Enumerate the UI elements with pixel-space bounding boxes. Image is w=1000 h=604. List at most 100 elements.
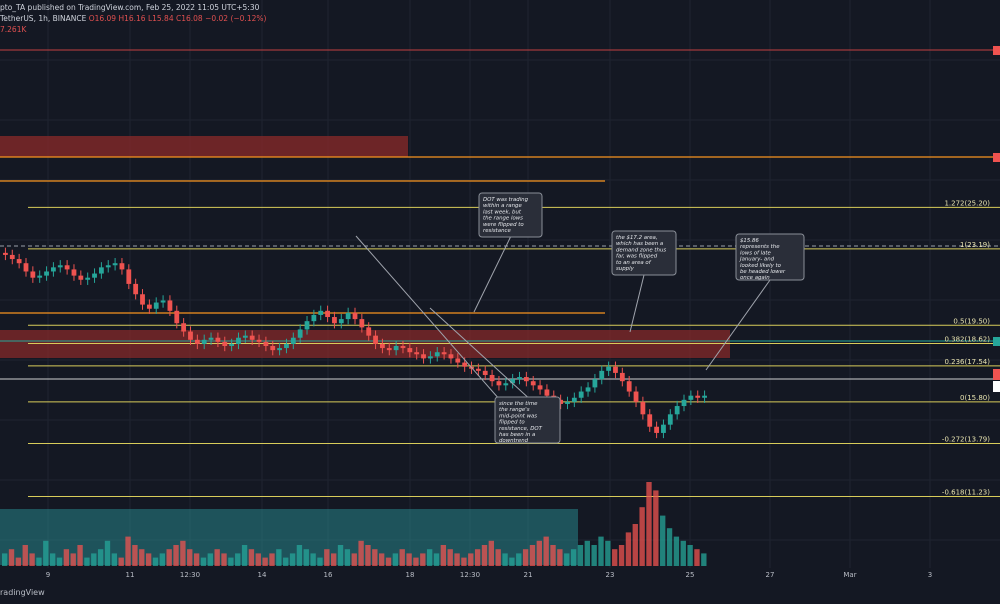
x-tick-label: 12:30 xyxy=(180,571,200,579)
symbol-line: TetherUS, 1h, BINANCE O16.09 H16.16 L15.… xyxy=(0,14,266,23)
candle-body xyxy=(249,335,255,340)
volume-bar xyxy=(577,545,584,566)
candle-body xyxy=(613,366,618,373)
volume-bar xyxy=(426,549,433,566)
candle-body xyxy=(544,389,550,396)
fib-label: 0.236(17.54) xyxy=(944,358,990,366)
candle-body xyxy=(126,269,132,284)
volume-bar xyxy=(317,557,323,566)
volume-bar xyxy=(516,553,522,566)
candle-body xyxy=(181,323,187,332)
price-marker-red xyxy=(993,46,1000,55)
volume-bar xyxy=(132,545,138,566)
volume-bar xyxy=(378,553,385,566)
volume-bar xyxy=(385,557,392,566)
candle-body xyxy=(140,294,145,305)
volume-bar xyxy=(399,549,405,566)
volume-bar xyxy=(358,540,364,566)
candle-body xyxy=(352,312,358,320)
volume-bar xyxy=(653,490,659,566)
volume-bar xyxy=(694,549,700,566)
candle-body xyxy=(146,304,152,309)
volume-bar xyxy=(680,540,686,566)
volume-bar xyxy=(200,557,207,566)
volume-bar xyxy=(557,549,563,566)
candle-body xyxy=(599,370,605,380)
candle-body xyxy=(517,377,522,380)
annotation-box xyxy=(478,192,543,238)
x-tick-label: 25 xyxy=(686,571,695,579)
volume-bar xyxy=(49,553,56,566)
volume-bar xyxy=(91,553,97,566)
volume-bar xyxy=(440,545,447,566)
candle-body xyxy=(441,352,447,355)
candle-body xyxy=(37,275,43,278)
annotation-text: within a range xyxy=(483,203,522,209)
annotation-text: has been in a xyxy=(499,432,535,438)
candle-body xyxy=(208,337,214,340)
volume-bar xyxy=(529,545,536,566)
x-tick-label: 16 xyxy=(324,571,333,579)
candle-body xyxy=(160,300,166,303)
candle-body xyxy=(284,343,289,349)
volume-bar xyxy=(454,553,460,566)
volume-bar xyxy=(420,553,426,566)
tradingview-brand[interactable]: radingView xyxy=(0,588,45,597)
candle-body xyxy=(681,399,687,407)
annotation-pointer xyxy=(473,236,511,313)
candle-body xyxy=(318,310,324,315)
price-marker-green xyxy=(993,337,1000,346)
candle-body xyxy=(133,283,139,295)
annotation-text: last week, but xyxy=(483,209,522,215)
fib-label: -0.618(11.23) xyxy=(942,488,990,496)
candle-body xyxy=(98,267,104,274)
volume-bar xyxy=(625,532,632,566)
candle-body xyxy=(510,379,516,384)
annotation-text: $15.86 xyxy=(740,238,759,244)
volume-bar xyxy=(235,553,241,566)
volume-bar xyxy=(207,553,213,566)
candle-body xyxy=(263,341,269,347)
candle-body xyxy=(23,263,29,272)
volume-bar xyxy=(495,549,501,566)
volume-bar xyxy=(166,549,172,566)
candle-body xyxy=(85,277,91,280)
candle-body xyxy=(9,254,15,260)
annotation-text: were flipped to xyxy=(483,222,524,228)
candle-body xyxy=(325,310,330,318)
volume-label: 7.261K xyxy=(0,25,27,34)
volume-bar xyxy=(228,557,234,566)
volume-bar xyxy=(331,553,337,566)
candle-body xyxy=(242,335,248,338)
volume-bar xyxy=(488,540,495,566)
ohlc-values: O16.09 H16.16 L15.84 C16.08 −0.02 (−0.12… xyxy=(88,14,267,23)
candle-body xyxy=(393,346,399,351)
volume-bar xyxy=(159,553,166,566)
candle-body xyxy=(647,414,653,427)
volume-bar xyxy=(522,549,529,566)
annotation-text: since the time xyxy=(499,401,538,407)
fib-label: 0.5(19.50) xyxy=(953,317,990,325)
x-tick-label: 3 xyxy=(928,571,932,579)
volume-bar xyxy=(310,553,316,566)
volume-bar xyxy=(461,557,467,566)
candle-body xyxy=(503,383,509,386)
candle-body xyxy=(427,356,433,359)
volume-bar xyxy=(666,528,673,566)
volume-bar xyxy=(118,557,124,566)
volume-bar xyxy=(632,524,638,566)
volume-bar xyxy=(536,540,542,566)
candle-body xyxy=(702,395,707,398)
volume-bar xyxy=(70,553,76,566)
candle-body xyxy=(297,329,303,338)
candle-body xyxy=(92,273,97,278)
candle-body xyxy=(270,346,276,351)
fib-label: 0.382(18.62) xyxy=(944,336,990,344)
volume-bar xyxy=(468,553,474,566)
candle-body xyxy=(332,317,337,324)
publisher-line: pto_TA published on TradingView.com, Feb… xyxy=(0,3,260,12)
candle-body xyxy=(448,354,454,359)
volume-bar xyxy=(433,553,440,566)
candle-body xyxy=(530,381,536,386)
